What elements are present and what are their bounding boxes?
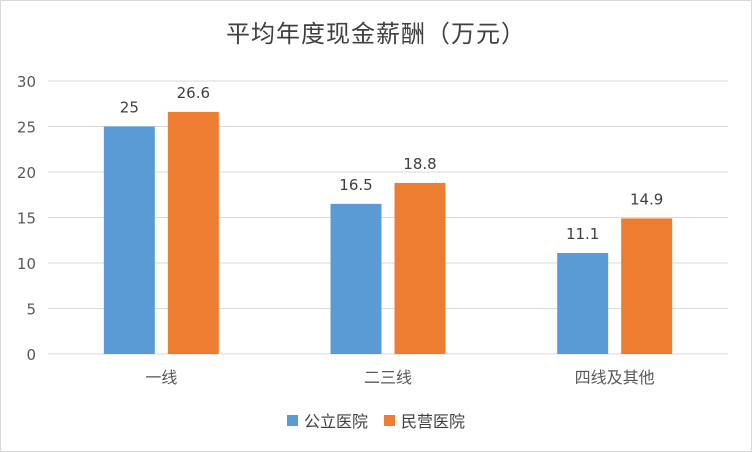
y-tick-label: 0 <box>26 346 36 364</box>
chart-title: 平均年度现金薪酬（万元） <box>226 20 526 48</box>
x-tick-label: 四线及其他 <box>575 368 655 387</box>
bar-private <box>621 218 673 354</box>
legend: 公立医院 民营医院 <box>0 408 752 432</box>
x-tick-label: 二三线 <box>364 368 412 387</box>
legend-item-public: 公立医院 <box>286 408 368 432</box>
legend-swatch-private <box>384 414 395 426</box>
data-label: 14.9 <box>630 190 663 208</box>
data-label: 18.8 <box>403 155 436 173</box>
y-tick-label: 30 <box>17 73 36 91</box>
data-label: 16.5 <box>339 176 372 194</box>
bar-private <box>167 111 219 354</box>
y-tick-label: 5 <box>26 301 36 319</box>
legend-label-private: 民营医院 <box>401 412 466 431</box>
bar-public <box>103 126 155 354</box>
y-tick-label: 10 <box>17 255 36 273</box>
data-label: 25 <box>120 99 139 117</box>
bar-public <box>330 203 382 354</box>
data-label: 26.6 <box>177 84 210 102</box>
legend-swatch-public <box>286 414 298 426</box>
legend-item-private: 民营医院 <box>384 408 465 432</box>
legend-label-public: 公立医院 <box>303 412 368 431</box>
y-tick-label: 20 <box>17 164 36 182</box>
y-tick-label: 15 <box>17 210 36 228</box>
bar-public <box>557 252 609 354</box>
data-label: 11.1 <box>566 225 599 243</box>
y-tick-label: 25 <box>17 119 36 137</box>
x-tick-label: 一线 <box>145 368 177 387</box>
bar-private <box>394 182 446 354</box>
